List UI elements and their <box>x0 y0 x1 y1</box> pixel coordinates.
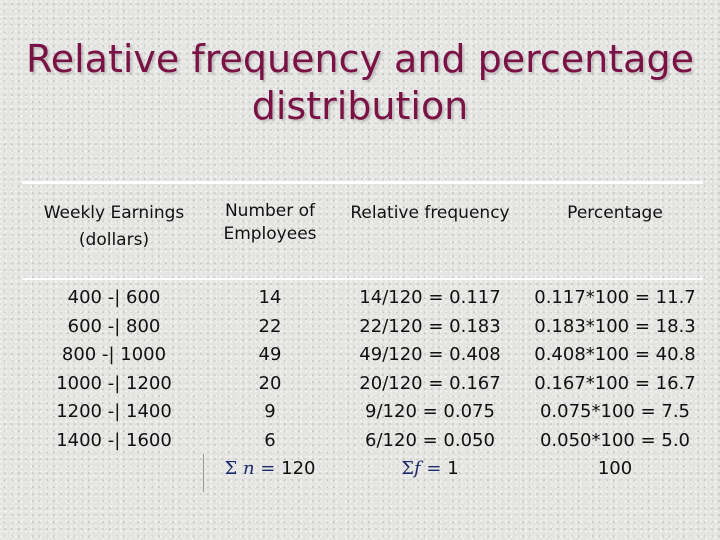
table-cell-percentage: 0.050*100 = 5.0 <box>539 429 691 451</box>
table-top-rule <box>22 181 703 184</box>
equals-symbol: = <box>260 458 276 479</box>
table-cell-class: 800 -| 1000 <box>61 344 167 365</box>
total-employees: Σ n = 120 <box>210 458 330 479</box>
total-percentage: 100 <box>597 458 633 479</box>
table-cell-percentage: 0.183*100 = 18.3 <box>534 315 696 337</box>
total-relative-frequency: Σf = 1 <box>340 458 520 479</box>
table-cell-relative-frequency: 14/120 = 0.117 <box>359 287 501 308</box>
table-cell-relative-frequency: 20/120 = 0.167 <box>359 372 501 394</box>
table-cell-employees: 6 <box>264 429 276 451</box>
table-cell-class: 400 -| 600 <box>67 287 161 308</box>
table-cell-employees: 49 <box>258 344 282 365</box>
total-f-value: 1 <box>447 458 459 479</box>
table-cell-class: 1200 -| 1400 <box>56 401 172 422</box>
table-cell-employees: 22 <box>258 315 282 337</box>
total-n-value: 120 <box>281 458 316 479</box>
header-relative-frequency: Relative frequency <box>350 203 510 223</box>
header-employees-line-2: Employees <box>223 224 317 244</box>
table-header-rule <box>22 278 703 280</box>
table-cell-percentage: 0.117*100 = 11.7 <box>534 287 696 308</box>
column-relative-frequency: 14/120 = 0.117 22/120 = 0.183 49/120 = 0… <box>340 284 520 455</box>
slide-title-line-2: distribution <box>251 84 469 128</box>
variable-f: f <box>414 458 421 479</box>
column-percentage: 0.117*100 = 11.7 0.183*100 = 18.3 0.408*… <box>522 284 708 455</box>
header-weekly-earnings-line-1: Weekly Earnings <box>43 203 185 223</box>
header-weekly-earnings-line-2: (dollars) <box>78 230 150 250</box>
header-employees-line-1: Number of <box>224 201 316 221</box>
table-cell-employees: 14 <box>258 287 282 308</box>
header-number-of-employees: Number of Employees <box>210 200 330 246</box>
table-cell-relative-frequency: 6/120 = 0.050 <box>365 429 495 451</box>
table-cell-relative-frequency: 9/120 = 0.075 <box>365 401 495 422</box>
table-cell-class: 1000 -| 1200 <box>56 372 172 394</box>
table-cell-employees: 20 <box>258 372 282 394</box>
slide-title: Relative frequency and percentage distri… <box>0 36 720 130</box>
table-cell-class: 600 -| 800 <box>67 315 161 337</box>
totals-divider <box>203 454 204 492</box>
header-weekly-earnings: Weekly Earnings (dollars) <box>28 200 200 254</box>
table-cell-relative-frequency: 49/120 = 0.408 <box>359 344 501 365</box>
table-cell-percentage: 0.167*100 = 16.7 <box>534 372 696 394</box>
table-cell-relative-frequency: 22/120 = 0.183 <box>359 315 501 337</box>
table-cell-employees: 9 <box>264 401 276 422</box>
column-weekly-earnings: 400 -| 600 600 -| 800 800 -| 1000 1000 -… <box>28 284 200 455</box>
table-cell-percentage: 0.075*100 = 7.5 <box>539 401 691 422</box>
table-cell-percentage: 0.408*100 = 40.8 <box>534 344 696 365</box>
table-cell-class: 1400 -| 1600 <box>56 429 172 451</box>
equals-symbol: = <box>426 458 442 479</box>
slide-title-line-1: Relative frequency and percentage <box>26 37 694 81</box>
variable-n: n <box>242 458 255 479</box>
header-percentage: Percentage <box>567 203 663 223</box>
sigma-symbol: Σ <box>401 458 415 479</box>
column-number-of-employees: 14 22 49 20 9 6 <box>210 284 330 455</box>
sigma-symbol: Σ <box>224 458 238 479</box>
